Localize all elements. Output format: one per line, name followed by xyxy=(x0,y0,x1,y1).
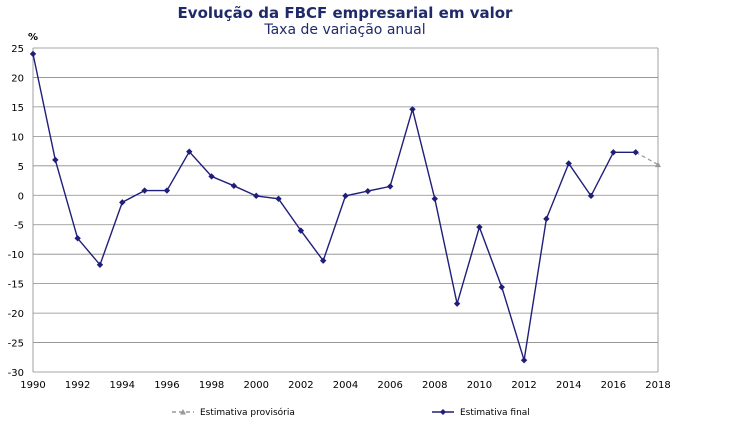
y-tick-label: -10 xyxy=(8,250,24,261)
y-tick-label: -15 xyxy=(8,280,24,291)
data-point xyxy=(565,160,572,167)
data-point xyxy=(431,195,438,203)
legend-swatch-marker xyxy=(440,409,446,415)
y-tick-label: -30 xyxy=(8,368,24,379)
data-point xyxy=(163,187,171,194)
x-tick-label: 2018 xyxy=(645,380,670,391)
data-point xyxy=(52,156,59,164)
data-point xyxy=(632,149,639,156)
data-point xyxy=(364,187,372,195)
x-tick-label: 2012 xyxy=(511,380,536,391)
data-point xyxy=(498,283,505,291)
legend-label: Estimativa provisória xyxy=(200,407,295,418)
chart-subtitle: Taxa de variação anual xyxy=(264,22,426,38)
gridlines xyxy=(32,47,659,373)
x-tick-label: 1998 xyxy=(199,380,224,391)
legend-swatch-marker xyxy=(180,409,186,415)
x-tick-label: 2008 xyxy=(422,380,447,391)
series-lines xyxy=(32,53,659,361)
legend: Estimativa provisória Estimativa final xyxy=(172,407,530,418)
y-tick-label: 20 xyxy=(11,73,24,84)
data-point xyxy=(96,261,104,268)
y-tick-label: 25 xyxy=(11,44,24,55)
legend-label: Estimativa final xyxy=(460,408,530,418)
data-point xyxy=(476,223,483,231)
data-point xyxy=(141,187,148,194)
x-tick-label: 2014 xyxy=(556,380,581,391)
data-point xyxy=(29,50,37,58)
data-point xyxy=(253,192,260,200)
x-tick-label: 1990 xyxy=(20,380,45,391)
data-point xyxy=(453,300,461,307)
x-tick-label: 1994 xyxy=(110,380,135,391)
data-point xyxy=(386,183,394,190)
y-tick-label: 5 xyxy=(18,162,24,173)
y-tick-label: 15 xyxy=(11,103,24,114)
y-tick-label: -5 xyxy=(14,221,24,232)
x-tick-label: 2006 xyxy=(377,380,402,391)
data-point xyxy=(275,195,282,203)
data-point xyxy=(297,227,305,234)
series-line-1 xyxy=(635,151,659,166)
y-tick-label: -25 xyxy=(8,339,24,350)
x-tick-label: 2010 xyxy=(467,380,492,391)
data-point xyxy=(119,199,126,206)
series-markers xyxy=(29,50,661,364)
data-point xyxy=(342,192,349,200)
x-tick-label: 2002 xyxy=(288,380,313,391)
data-point xyxy=(610,149,617,156)
y-tick-label: -20 xyxy=(8,309,24,320)
y-tick-label: 10 xyxy=(11,132,24,143)
y-axis-unit-label: % xyxy=(28,32,38,43)
data-point xyxy=(409,106,416,113)
data-point xyxy=(587,192,595,200)
data-point xyxy=(319,257,327,264)
y-axis-ticks: 25 20 15 10 5 0 -5 -10 -15 -20 -25 -30 xyxy=(8,44,24,379)
x-tick-label: 1992 xyxy=(65,380,90,391)
data-point xyxy=(543,215,550,223)
data-point xyxy=(208,173,215,180)
data-point xyxy=(520,357,528,364)
x-axis-ticks: 1990 1992 1994 1996 1998 2000 2002 2004 2006 2008… xyxy=(20,380,670,391)
chart-title: Evolução da FBCF empresarial em valor xyxy=(177,4,513,22)
data-point xyxy=(230,182,238,190)
data-point xyxy=(74,235,81,242)
x-tick-label: 2016 xyxy=(601,380,626,391)
series-line-0 xyxy=(32,53,636,361)
x-tick-label: 2004 xyxy=(333,380,358,391)
y-tick-label: 0 xyxy=(18,191,24,202)
x-tick-label: 1996 xyxy=(154,380,179,391)
data-point xyxy=(186,148,193,155)
data-point xyxy=(655,161,661,168)
x-tick-label: 2000 xyxy=(243,380,268,391)
